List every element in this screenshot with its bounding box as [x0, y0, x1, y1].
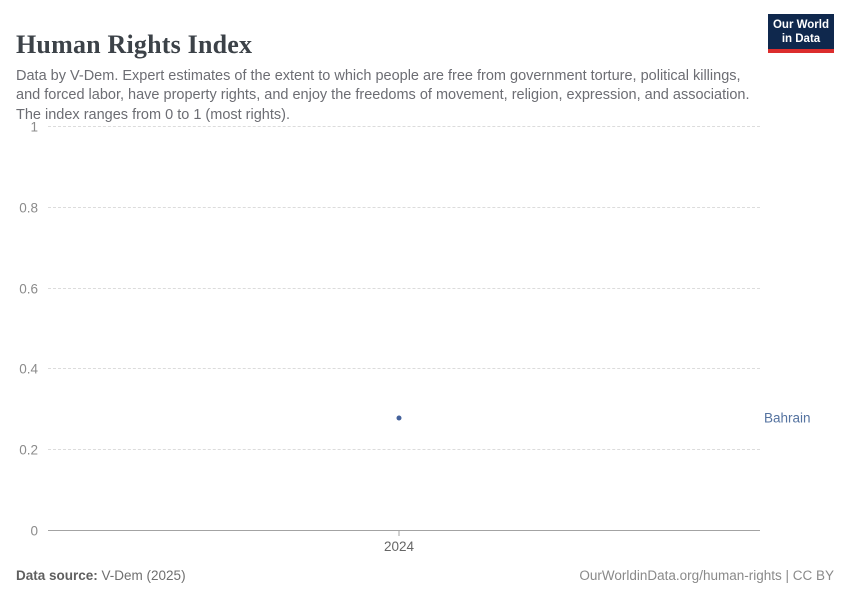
entity-label[interactable]: Bahrain	[764, 410, 811, 426]
y-gridline	[48, 368, 760, 370]
x-tick-label: 2024	[383, 539, 415, 554]
chart-subtitle: Data by V-Dem. Expert estimates of the e…	[16, 67, 750, 123]
chart-title: Human Rights Index	[16, 30, 253, 60]
x-tick-mark	[398, 531, 400, 536]
x-axis-line	[48, 530, 760, 531]
y-tick-label: 0.6	[19, 281, 38, 297]
y-tick-label: 0.4	[19, 361, 38, 377]
plot-area: 2024 Bahrain	[48, 126, 811, 554]
y-gridline	[48, 126, 760, 127]
owid-logo[interactable]: Our World in Data	[768, 14, 834, 53]
data-source-label: Data source:	[16, 568, 98, 583]
data-source-value: V-Dem (2025)	[97, 568, 186, 583]
data-source: Data source: V-Dem (2025)	[16, 568, 186, 583]
data-point-bahrain[interactable]	[396, 415, 402, 421]
footer: Data source: V-Dem (2025) OurWorldinData…	[16, 568, 834, 583]
y-tick-label: 0.2	[19, 442, 38, 458]
y-gridline	[48, 206, 760, 208]
y-tick-label: 0.8	[19, 200, 38, 216]
y-tick-label: 0	[30, 523, 38, 539]
y-gridline	[48, 287, 760, 289]
owid-logo-line2: in Data	[781, 33, 821, 45]
credit-link[interactable]: OurWorldinData.org/human-rights | CC BY	[579, 568, 834, 583]
y-axis-labels: 0 0.2 0.4 0.6 0.8 1	[0, 120, 38, 539]
owid-logo-line1: Our World	[772, 19, 829, 31]
y-tick-label: 1	[30, 119, 38, 135]
y-gridline	[48, 449, 760, 451]
